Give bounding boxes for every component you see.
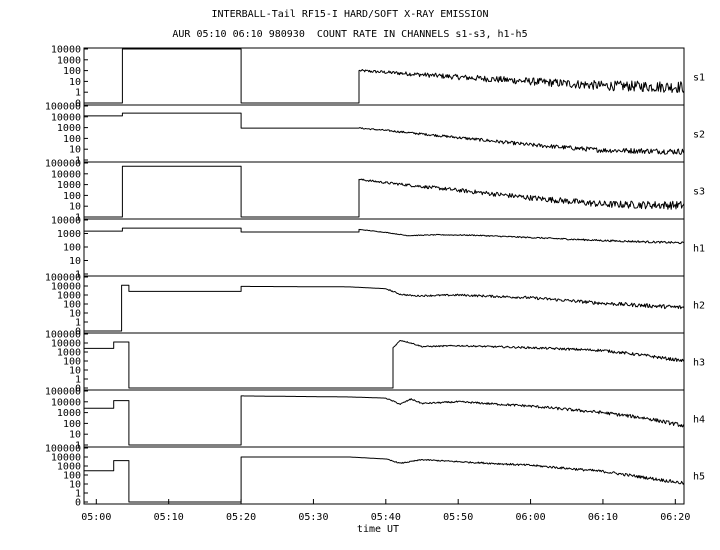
x-axis-label: time UT bbox=[357, 524, 399, 535]
y-tick-label: 10000 bbox=[51, 45, 81, 56]
y-tick-label: 100 bbox=[63, 300, 81, 311]
channel-label-h5: h5 bbox=[693, 472, 705, 483]
y-tick-label: 100000 bbox=[45, 330, 81, 341]
y-tick-label: 0 bbox=[75, 327, 81, 338]
y-tick-label: 10 bbox=[69, 309, 81, 320]
y-tick-label: 0 bbox=[75, 99, 81, 110]
x-tick-label: 05:10 bbox=[154, 512, 184, 523]
y-tick-label: 10000 bbox=[51, 112, 81, 123]
y-tick-label: 1000 bbox=[57, 408, 81, 419]
y-tick-label: 10000 bbox=[51, 453, 81, 464]
series-line-s1 bbox=[84, 48, 685, 104]
y-tick-label: 10 bbox=[69, 366, 81, 377]
y-tick-label: 100000 bbox=[45, 102, 81, 113]
y-tick-label: 10 bbox=[69, 480, 81, 491]
panel-frame-h1 bbox=[83, 218, 685, 277]
panel-frame-s3 bbox=[83, 161, 685, 220]
series-line-h4 bbox=[84, 395, 685, 446]
y-tick-label: 10000 bbox=[51, 216, 81, 227]
y-tick-label: 100000 bbox=[45, 159, 81, 170]
y-tick-label: 100 bbox=[63, 134, 81, 145]
x-tick-label: 05:40 bbox=[371, 512, 401, 523]
series-line-h5 bbox=[84, 456, 685, 503]
panel-frame-s1 bbox=[83, 47, 685, 106]
y-tick-label: 100 bbox=[63, 471, 81, 482]
chart-title: INTERBALL-Tail RF15-I HARD/SOFT X-RAY EM… bbox=[211, 9, 489, 20]
series-line-h2 bbox=[84, 284, 685, 332]
y-tick-label: 100 bbox=[63, 243, 81, 254]
y-tick-label: 100 bbox=[63, 66, 81, 77]
x-tick-label: 06:10 bbox=[588, 512, 618, 523]
y-tick-label: 10 bbox=[69, 256, 81, 267]
y-tick-label: 1 bbox=[75, 375, 81, 386]
y-tick-label: 1000 bbox=[57, 348, 81, 359]
y-tick-label: 100 bbox=[63, 357, 81, 368]
y-tick-label: 100000 bbox=[45, 387, 81, 398]
y-tick-label: 1 bbox=[75, 489, 81, 500]
y-tick-label: 1000 bbox=[57, 55, 81, 66]
y-tick-label: 0 bbox=[75, 384, 81, 395]
y-tick-label: 1 bbox=[75, 88, 81, 99]
y-tick-label: 100 bbox=[63, 191, 81, 202]
series-line-s3 bbox=[84, 165, 685, 218]
series-line-s2 bbox=[84, 112, 685, 155]
series-line-h1 bbox=[84, 227, 685, 245]
channel-label-h1: h1 bbox=[693, 244, 705, 255]
y-tick-label: 1 bbox=[75, 213, 81, 224]
y-tick-label: 1 bbox=[75, 318, 81, 329]
y-tick-label: 1 bbox=[75, 156, 81, 167]
y-tick-label: 1000 bbox=[57, 229, 81, 240]
y-tick-label: 10 bbox=[69, 430, 81, 441]
y-tick-label: 1000 bbox=[57, 123, 81, 134]
y-tick-label: 10 bbox=[69, 145, 81, 156]
channel-label-s1: s1 bbox=[693, 73, 705, 84]
x-tick-label: 05:50 bbox=[443, 512, 473, 523]
y-tick-label: 10000 bbox=[51, 169, 81, 180]
channel-label-h4: h4 bbox=[693, 415, 705, 426]
x-tick-label: 05:20 bbox=[226, 512, 256, 523]
y-tick-label: 10 bbox=[69, 202, 81, 213]
y-tick-label: 1000 bbox=[57, 462, 81, 473]
y-tick-label: 1 bbox=[75, 441, 81, 452]
y-tick-label: 10 bbox=[69, 77, 81, 88]
y-tick-label: 10000 bbox=[51, 339, 81, 350]
y-tick-label: 1000 bbox=[57, 291, 81, 302]
chart-subtitle: AUR 05:10 06:10 980930 COUNT RATE IN CHA… bbox=[172, 29, 528, 40]
y-tick-label: 10000 bbox=[51, 282, 81, 293]
channel-label-s3: s3 bbox=[693, 187, 705, 198]
panel-frame-h5 bbox=[83, 446, 685, 505]
channel-label-h3: h3 bbox=[693, 358, 705, 369]
y-tick-label: 100000 bbox=[45, 444, 81, 455]
y-tick-label: 1000 bbox=[57, 180, 81, 191]
x-tick-label: 05:30 bbox=[298, 512, 328, 523]
x-tick-label: 06:20 bbox=[660, 512, 690, 523]
y-tick-label: 0 bbox=[75, 498, 81, 509]
y-tick-label: 1 bbox=[75, 270, 81, 281]
y-tick-label: 100 bbox=[63, 419, 81, 430]
series-line-h3 bbox=[84, 340, 685, 389]
x-tick-label: 06:00 bbox=[516, 512, 546, 523]
y-tick-label: 10000 bbox=[51, 397, 81, 408]
x-tick-label: 05:00 bbox=[81, 512, 111, 523]
y-tick-label: 100000 bbox=[45, 273, 81, 284]
panel-frame-h3 bbox=[83, 332, 685, 391]
channel-label-s2: s2 bbox=[693, 130, 705, 141]
channel-label-h2: h2 bbox=[693, 301, 705, 312]
